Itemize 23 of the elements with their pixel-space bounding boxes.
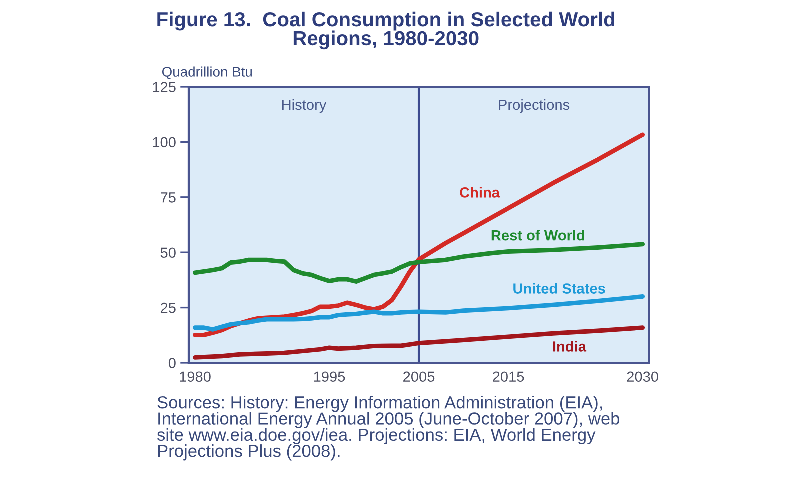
series-label: United States [514, 283, 606, 294]
y-tick-label: 25 [160, 302, 176, 314]
x-tick-label: 1980 [180, 372, 211, 382]
y-axis-title: Quadrillion Btu [162, 66, 252, 80]
x-tick-label: 2005 [404, 372, 435, 382]
series-label: Rest of World [492, 230, 584, 241]
line-series [193, 326, 646, 360]
x-tick-label: 2030 [627, 372, 658, 382]
source-note: Sources: History: Energy Information Administration (EIA), International Energy Annual 2005 (June-October 2007), web site www.eia.doe.gov/iea. Projections: EIA, World Energy Projections Plus (2008). [157, 396, 620, 461]
x-tick-label: 1995 [314, 372, 346, 382]
series-label: India [553, 341, 587, 352]
y-tick-label: 100 [153, 137, 176, 148]
y-tick-label: 0 [168, 358, 176, 368]
line-series [193, 242, 646, 284]
series-label: China [460, 187, 500, 198]
line-series [193, 294, 646, 332]
band-label: History [282, 99, 327, 114]
y-tick-label: 125 [153, 82, 176, 92]
chart-title: Figure 13. Coal Consumption in Selected World Regions, 1980-2030 [158, 12, 615, 50]
y-tick-label: 75 [161, 192, 176, 203]
band-label: Projections [499, 99, 570, 114]
x-tick-label: 2015 [493, 372, 524, 382]
y-tick-label: 50 [160, 248, 176, 258]
